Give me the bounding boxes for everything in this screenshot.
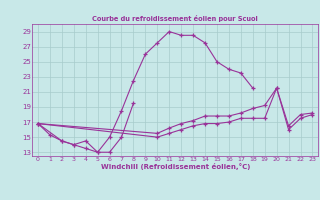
Title: Courbe du refroidissement éolien pour Scuol: Courbe du refroidissement éolien pour Sc…	[92, 15, 258, 22]
X-axis label: Windchill (Refroidissement éolien,°C): Windchill (Refroidissement éolien,°C)	[100, 163, 250, 170]
